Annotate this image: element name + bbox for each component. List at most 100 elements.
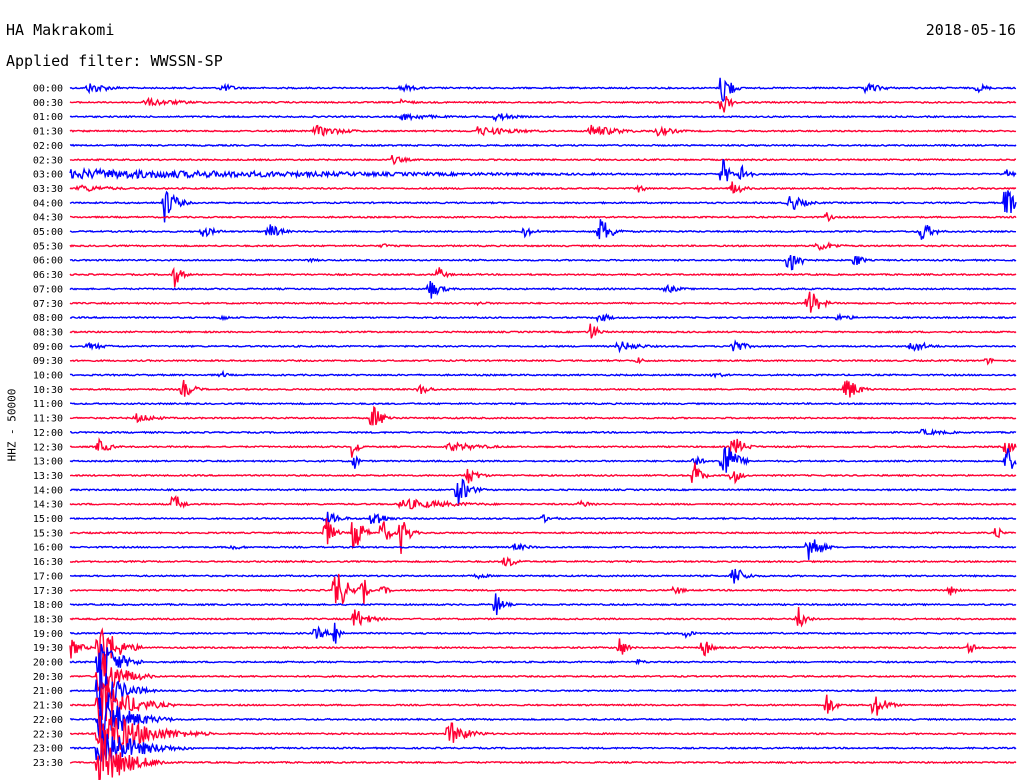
- trace-line: [69, 478, 1017, 507]
- trace-line: [69, 436, 1017, 458]
- row-time-label: 03:30: [33, 184, 63, 195]
- row-time-label: 19:30: [33, 643, 63, 654]
- row-time-label: 11:30: [33, 414, 63, 425]
- trace-line: [69, 159, 1017, 182]
- row-time-label: 16:00: [33, 543, 63, 554]
- trace-line: [69, 312, 1017, 323]
- trace-line: [69, 339, 1017, 354]
- row-time-label: 13:00: [33, 457, 63, 468]
- row-time-label: 10:00: [33, 371, 63, 382]
- trace-line: [69, 669, 1017, 710]
- trace-line: [69, 556, 1017, 567]
- trace-line: [69, 219, 1016, 240]
- trace-line: [69, 518, 1017, 554]
- row-time-label: 23:00: [33, 744, 63, 755]
- row-time-label: 05:30: [33, 241, 63, 252]
- row-time-label: 17:00: [33, 571, 63, 582]
- record-date: 2018-05-16: [925, 21, 1016, 39]
- row-time-label: 06:00: [33, 256, 63, 267]
- row-time-label: 20:30: [33, 672, 63, 683]
- row-time-label: 00:00: [33, 84, 63, 95]
- trace-line: [69, 143, 1017, 148]
- trace-line: [69, 254, 1017, 271]
- row-time-label: 02:30: [33, 155, 63, 166]
- trace-line: [69, 323, 1017, 339]
- trace-line: [69, 95, 1017, 113]
- row-time-label: 17:30: [33, 586, 63, 597]
- filter-label: Applied filter: WWSSN-SP: [6, 52, 223, 70]
- trace-line: [69, 643, 1017, 687]
- row-time-label: 04:00: [33, 198, 63, 209]
- row-time-label: 07:30: [33, 299, 63, 310]
- trace-line: [69, 77, 1017, 103]
- row-time-label: 14:30: [33, 500, 63, 511]
- trace-line: [69, 568, 1017, 584]
- row-time-label: 15:00: [33, 514, 63, 525]
- row-time-label: 00:30: [33, 98, 63, 109]
- trace-line: [69, 511, 1017, 526]
- trace-line: [69, 124, 1017, 137]
- trace-line: [69, 112, 1017, 123]
- row-time-label: 07:00: [33, 284, 63, 295]
- trace-line: [69, 379, 1017, 398]
- trace-line: [69, 405, 1017, 426]
- row-time-label: 01:30: [33, 127, 63, 138]
- trace-line: [69, 369, 1017, 379]
- trace-line: [69, 181, 1017, 194]
- row-time-label: 08:00: [33, 313, 63, 324]
- trace-line: [69, 155, 1017, 166]
- row-time-label: 12:30: [33, 442, 63, 453]
- row-time-label: 23:30: [33, 758, 63, 769]
- row-time-label: 15:30: [33, 528, 63, 539]
- row-time-label: 20:00: [33, 658, 63, 669]
- trace-line: [69, 428, 1017, 436]
- row-time-label: 08:30: [33, 327, 63, 338]
- row-time-label: 21:00: [33, 686, 63, 697]
- trace-line: [69, 681, 1017, 732]
- row-time-label: 01:00: [33, 112, 63, 123]
- trace-line: [69, 653, 1017, 696]
- trace-line: [70, 730, 1017, 762]
- trace-line: [69, 291, 1017, 313]
- row-time-label: 19:00: [33, 629, 63, 640]
- row-time-label: 03:00: [33, 170, 63, 181]
- row-time-label: 22:30: [33, 729, 63, 740]
- row-time-label: 09:30: [33, 356, 63, 367]
- trace-line: [69, 241, 1017, 252]
- row-time-label: 13:30: [33, 471, 63, 482]
- row-time-label: 14:00: [33, 485, 63, 496]
- trace-line: [69, 190, 1017, 223]
- row-time-label: 10:30: [33, 385, 63, 396]
- row-time-label: 18:30: [33, 614, 63, 625]
- row-time-label: 16:30: [33, 557, 63, 568]
- trace-line: [69, 607, 1017, 628]
- row-time-label: 11:00: [33, 399, 63, 410]
- trace-line: [69, 539, 1017, 560]
- trace-line: [69, 627, 1017, 671]
- trace-line: [69, 281, 1017, 299]
- trace-line: [70, 462, 1017, 485]
- trace-line: [69, 697, 1017, 739]
- trace-line: [69, 357, 1017, 366]
- row-time-label: 21:30: [33, 701, 63, 712]
- row-time-label: 18:00: [33, 600, 63, 611]
- row-time-label: 09:00: [33, 342, 63, 353]
- trace-line: [70, 401, 1017, 406]
- trace-line: [69, 716, 1017, 752]
- trace-line: [69, 212, 1017, 223]
- trace-line: [69, 622, 1017, 644]
- row-time-label: 06:30: [33, 270, 63, 281]
- trace-line: [69, 494, 1017, 510]
- row-time-label: 05:00: [33, 227, 63, 238]
- row-time-label: 12:00: [33, 428, 63, 439]
- station-title: HA Makrakomi: [6, 21, 115, 39]
- trace-line: [69, 593, 1017, 616]
- trace-line: [69, 738, 1017, 780]
- trace-line: [69, 447, 1017, 473]
- trace-line: [69, 573, 1017, 606]
- row-time-label: 22:00: [33, 715, 63, 726]
- row-time-label: 02:00: [33, 141, 63, 152]
- row-time-label: 04:30: [33, 213, 63, 224]
- trace-line: [69, 266, 1017, 288]
